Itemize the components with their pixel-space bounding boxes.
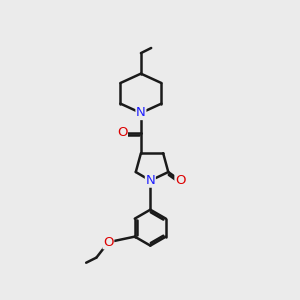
Text: O: O (175, 174, 185, 187)
Text: O: O (103, 236, 114, 249)
Text: O: O (117, 126, 127, 139)
Text: N: N (146, 174, 155, 187)
Text: N: N (136, 106, 146, 119)
